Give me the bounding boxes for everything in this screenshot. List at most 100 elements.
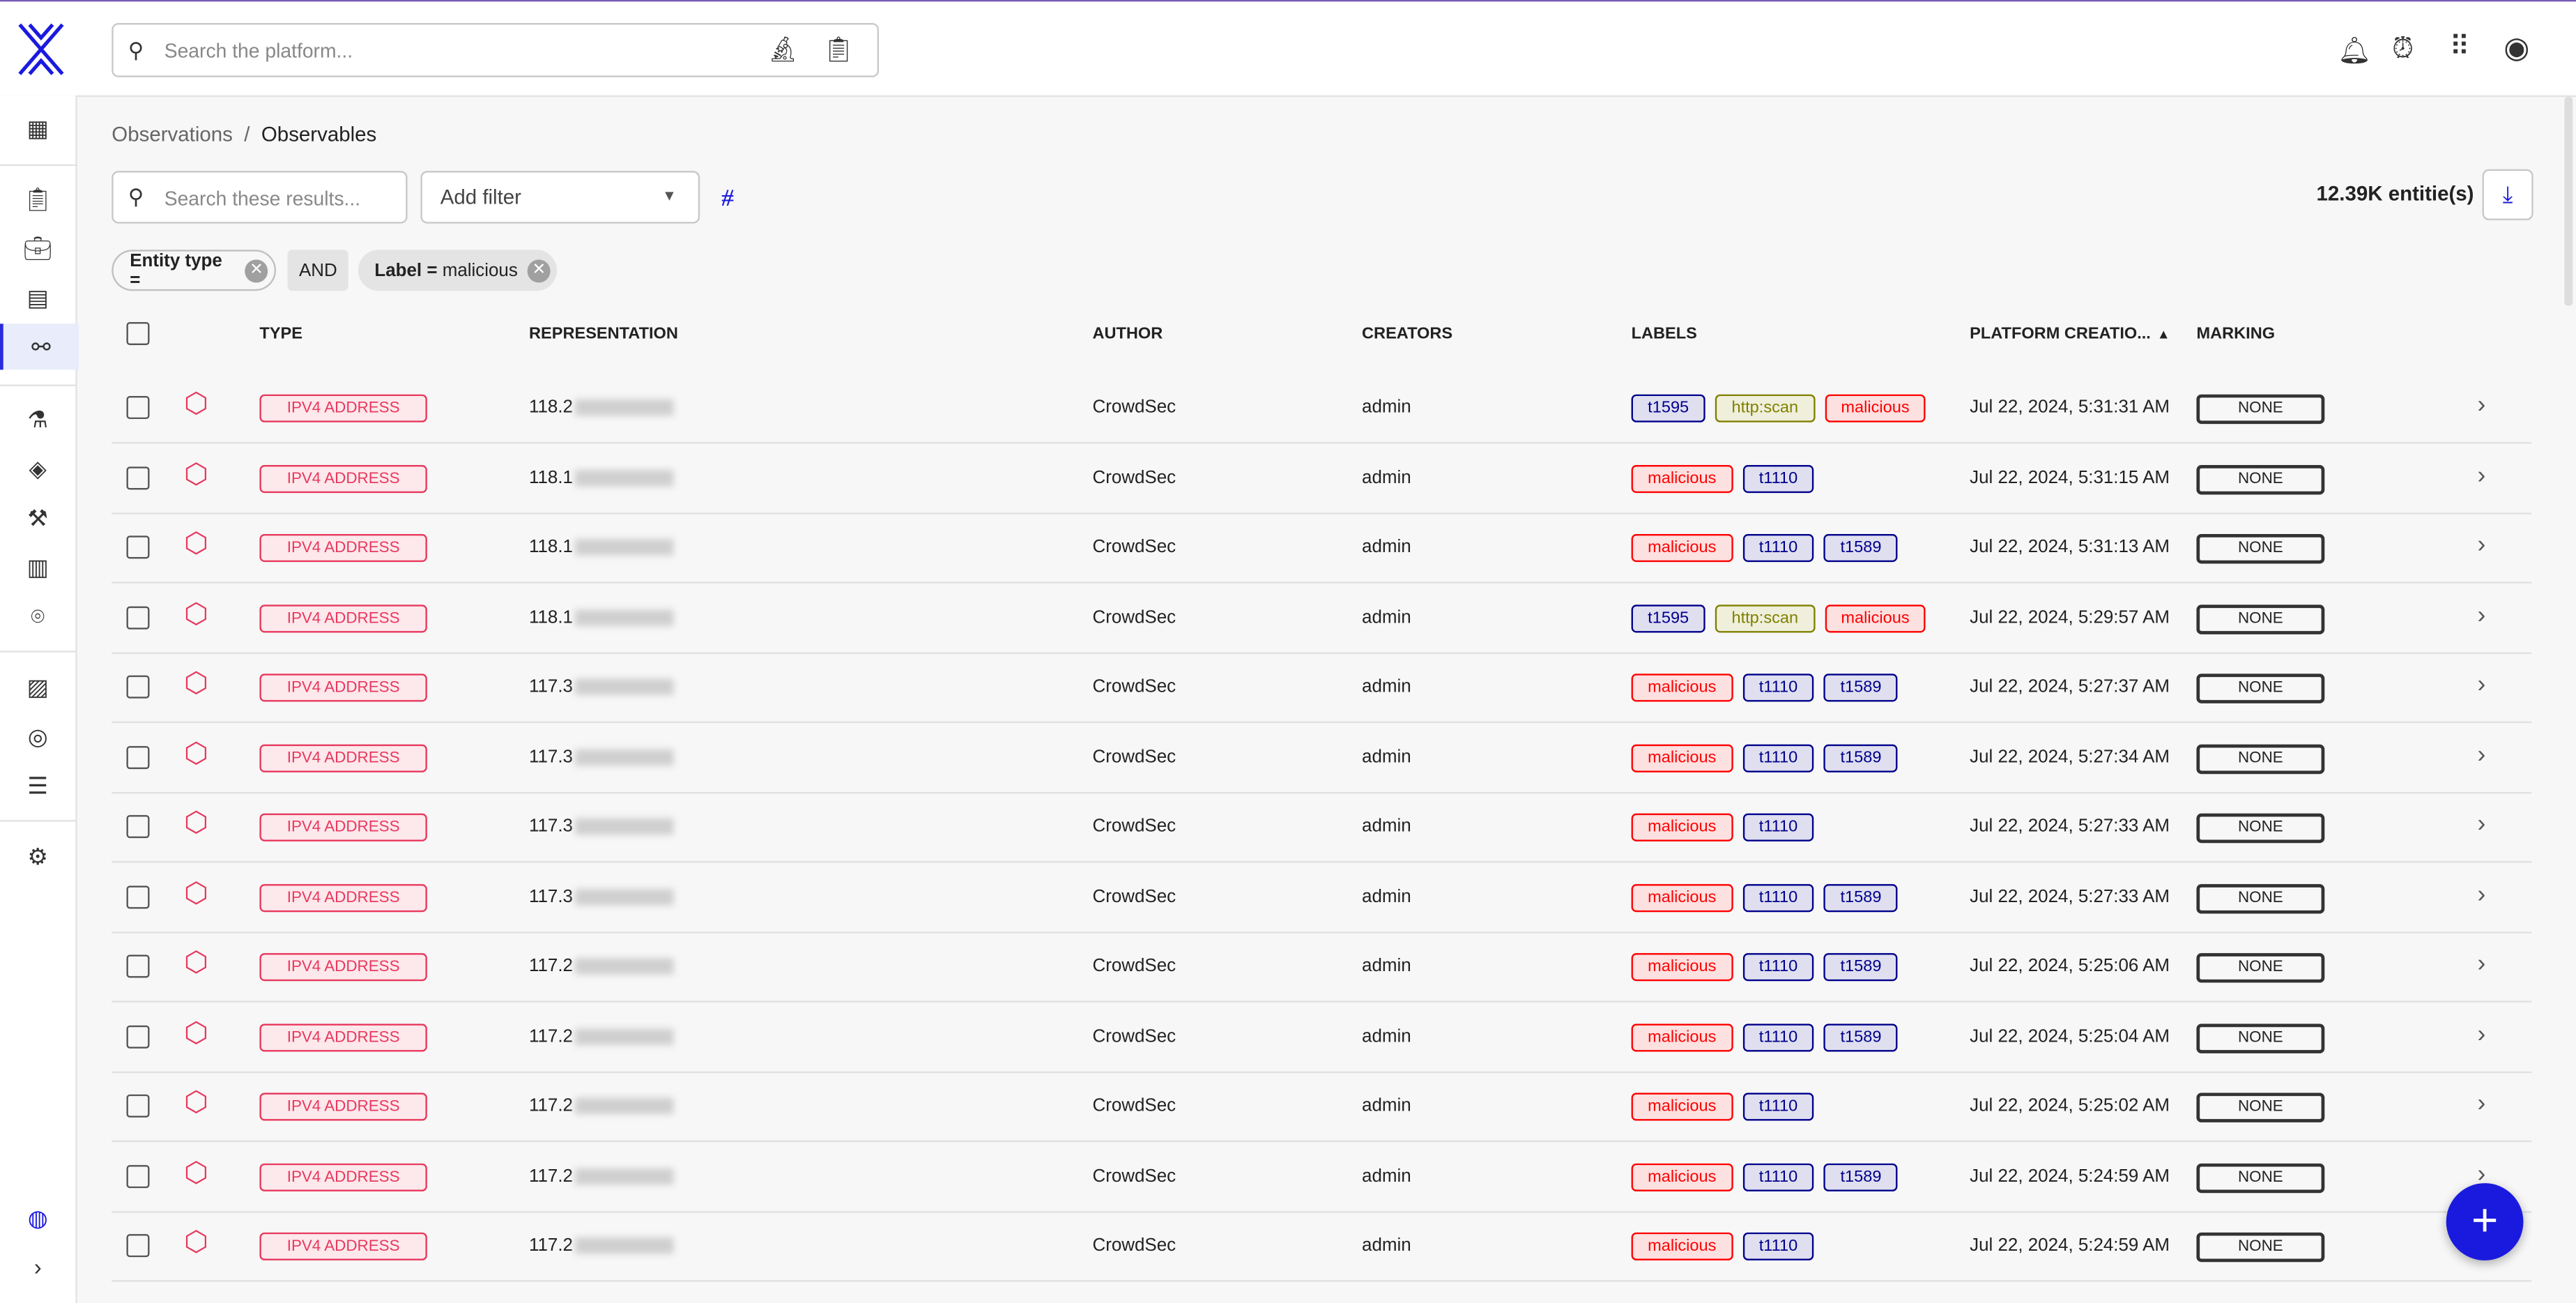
chevron-right-icon[interactable]: › bbox=[2477, 740, 2486, 768]
clipboard-search-icon[interactable]: 📋︎ bbox=[822, 36, 854, 64]
add-filter-select[interactable]: Add filter ▼ bbox=[420, 171, 700, 224]
remove-filter-icon[interactable]: ✕ bbox=[245, 259, 268, 282]
representation[interactable]: 118.1 bbox=[529, 607, 673, 627]
representation[interactable]: 117.3 bbox=[529, 816, 673, 837]
microscope-icon[interactable]: 🔬︎ bbox=[767, 36, 799, 64]
column-representation[interactable]: REPRESENTATION bbox=[528, 325, 678, 344]
filter-chip-entity-type[interactable]: Entity type = ✕ bbox=[112, 250, 276, 291]
table-row[interactable]: ⬡ IPV4 ADDRESS 117.2 CrowdSec admin malicious… bbox=[112, 931, 2532, 1003]
column-type[interactable]: TYPE bbox=[259, 325, 303, 344]
row-checkbox[interactable] bbox=[126, 745, 150, 768]
alarm-clock-icon[interactable]: ⏰︎ bbox=[2391, 33, 2414, 64]
techniques-icon[interactable]: ⚒ bbox=[27, 503, 49, 531]
data-icon[interactable]: ☰ bbox=[27, 771, 49, 798]
column-creators[interactable]: CREATORS bbox=[1362, 325, 1453, 344]
settings-icon[interactable]: ⚙ bbox=[27, 842, 49, 869]
column-marking[interactable]: MARKING bbox=[2196, 325, 2276, 344]
representation[interactable]: 117.3 bbox=[529, 677, 673, 696]
row-checkbox[interactable] bbox=[126, 1234, 150, 1258]
opencti-logo[interactable] bbox=[15, 23, 67, 75]
table-row[interactable]: ⬡ IPV4 ADDRESS 117.3 CrowdSec admin malicious… bbox=[112, 722, 2532, 793]
representation[interactable]: 118.2 bbox=[529, 397, 673, 418]
table-row[interactable]: ⬡ IPV4 ADDRESS 118.2 CrowdSec admin t1595 http… bbox=[112, 373, 2532, 444]
representation[interactable]: 117.3 bbox=[529, 747, 673, 767]
row-checkbox[interactable] bbox=[126, 1164, 150, 1188]
labels: malicious t1110 bbox=[1631, 1232, 1814, 1260]
sort-asc-icon[interactable]: ▲ bbox=[2156, 327, 2170, 342]
column-labels[interactable]: LABELS bbox=[1631, 325, 1697, 344]
row-checkbox[interactable] bbox=[126, 1094, 150, 1118]
export-download-icon[interactable]: ⤓ bbox=[2482, 169, 2533, 220]
representation[interactable]: 117.2 bbox=[529, 1166, 673, 1186]
representation[interactable]: 117.3 bbox=[529, 887, 673, 906]
column-platform-creation[interactable]: PLATFORM CREATIO... bbox=[1970, 325, 2151, 344]
chevron-right-icon[interactable]: › bbox=[2477, 880, 2486, 908]
create-button[interactable]: + bbox=[2446, 1183, 2524, 1260]
locations-icon[interactable]: ⌾ bbox=[31, 602, 45, 629]
representation[interactable]: 117.2 bbox=[529, 957, 673, 976]
row-checkbox[interactable] bbox=[126, 605, 150, 629]
representation[interactable]: 117.2 bbox=[529, 1026, 673, 1046]
table-row[interactable]: ⬡ IPV4 ADDRESS 117.2 CrowdSec admin malicious… bbox=[112, 1211, 2532, 1282]
table-row[interactable]: ⬡ IPV4 ADDRESS 117.2 CrowdSec admin malicious… bbox=[112, 1141, 2532, 1212]
chevron-right-icon[interactable]: › bbox=[2477, 670, 2486, 699]
row-checkbox[interactable] bbox=[126, 954, 150, 978]
scrollbar[interactable] bbox=[2564, 97, 2573, 306]
chevron-right-icon[interactable]: › bbox=[2477, 950, 2486, 978]
chevron-right-icon[interactable]: › bbox=[2477, 1019, 2486, 1048]
chevron-right-icon[interactable]: › bbox=[2477, 600, 2486, 629]
representation[interactable]: 118.1 bbox=[529, 468, 673, 487]
account-icon[interactable]: ◉ bbox=[2504, 31, 2530, 64]
table-row[interactable]: ⬡ IPV4 ADDRESS 118.1 CrowdSec admin malicious… bbox=[112, 512, 2532, 584]
table-row[interactable]: ⬡ IPV4 ADDRESS 117.2 CrowdSec admin malicious… bbox=[112, 1072, 2532, 1143]
threats-icon[interactable]: ⚗ bbox=[27, 405, 49, 432]
events-icon[interactable]: ▤ bbox=[26, 283, 49, 310]
label-chip: malicious bbox=[1631, 464, 1733, 492]
apps-grid-icon[interactable]: ⠿ bbox=[2449, 31, 2470, 63]
chevron-right-icon[interactable]: › bbox=[2477, 1089, 2486, 1118]
filter-operator[interactable]: AND bbox=[287, 250, 349, 291]
global-search[interactable]: ⚲ Search the platform... 🔬︎ 📋︎ bbox=[112, 22, 880, 77]
representation[interactable]: 117.2 bbox=[529, 1236, 673, 1256]
row-checkbox[interactable] bbox=[126, 815, 150, 839]
filter-chip-label[interactable]: Label = malicious ✕ bbox=[358, 250, 558, 291]
arsenal-icon[interactable]: ◈ bbox=[29, 454, 47, 481]
select-all-checkbox[interactable] bbox=[126, 321, 150, 345]
table-row[interactable]: ⬡ IPV4 ADDRESS 118.1 CrowdSec admin t1595 http… bbox=[112, 583, 2532, 653]
breadcrumb-observations[interactable]: Observations bbox=[112, 123, 233, 146]
dashboard-icon[interactable]: ▦ bbox=[26, 114, 49, 141]
table-row[interactable]: ⬡ IPV4 ADDRESS 117.3 CrowdSec admin malicious… bbox=[112, 862, 2532, 933]
representation[interactable]: 118.1 bbox=[529, 538, 673, 557]
row-checkbox[interactable] bbox=[126, 885, 150, 908]
row-checkbox[interactable] bbox=[126, 675, 150, 699]
table-row[interactable]: ⬡ IPV4 ADDRESS 117.3 CrowdSec admin malicious… bbox=[112, 792, 2532, 863]
chevron-right-icon[interactable]: › bbox=[2477, 810, 2486, 839]
dashboards-icon[interactable]: ▨ bbox=[26, 673, 49, 699]
table-row[interactable]: ⬡ IPV4 ADDRESS 117.3 CrowdSec admin malicious… bbox=[112, 653, 2532, 724]
row-checkbox[interactable] bbox=[126, 396, 150, 420]
investigations-icon[interactable]: ◎ bbox=[27, 722, 48, 749]
row-checkbox[interactable] bbox=[126, 535, 150, 559]
bell-icon[interactable]: 🔔︎ bbox=[2338, 38, 2372, 66]
analyses-icon[interactable]: 📋︎ bbox=[23, 185, 53, 211]
row-checkbox[interactable] bbox=[126, 466, 150, 489]
filigran-icon[interactable]: ◍ bbox=[27, 1203, 48, 1230]
entities-icon[interactable]: ▥ bbox=[26, 553, 49, 579]
cases-icon[interactable]: 💼︎ bbox=[23, 234, 53, 261]
remove-filter-icon[interactable]: ✕ bbox=[527, 259, 551, 282]
chevron-right-icon[interactable]: › bbox=[2477, 1159, 2486, 1188]
chevron-right-icon[interactable]: › bbox=[2477, 531, 2486, 559]
table-row[interactable]: ⬡ IPV4 ADDRESS 117.2 CrowdSec admin malicious… bbox=[112, 1002, 2532, 1073]
column-author[interactable]: AUTHOR bbox=[1092, 325, 1163, 344]
table-row[interactable]: ⬡ IPV4 ADDRESS 118.1 CrowdSec admin malicious… bbox=[112, 443, 2532, 514]
representation[interactable]: 117.2 bbox=[529, 1096, 673, 1115]
label-chip: t1595 bbox=[1631, 394, 1705, 422]
observations-icon[interactable]: ⚯ bbox=[0, 323, 79, 370]
row-checkbox[interactable] bbox=[126, 1024, 150, 1048]
chevron-right-icon[interactable]: › bbox=[2477, 390, 2486, 420]
clear-filters-icon[interactable]: ⧣ bbox=[721, 182, 735, 209]
results-search-input[interactable]: ⚲ Search these results... bbox=[112, 171, 408, 224]
chevron-right-icon[interactable]: › bbox=[2477, 461, 2486, 489]
expand-sidebar-icon[interactable]: › bbox=[33, 1254, 42, 1281]
author: CrowdSec bbox=[1092, 537, 1176, 558]
